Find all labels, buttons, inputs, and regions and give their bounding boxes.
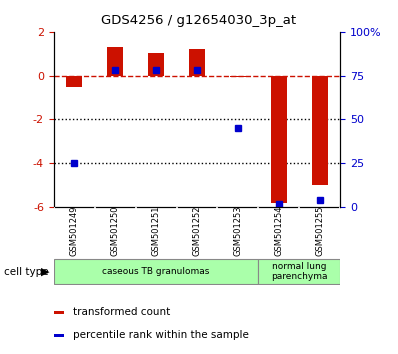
Bar bbox=[271, 76, 287, 203]
Bar bbox=[54, 310, 64, 314]
Bar bbox=[189, 50, 205, 76]
Text: percentile rank within the sample: percentile rank within the sample bbox=[73, 330, 248, 341]
Bar bbox=[66, 76, 82, 87]
Text: GSM501255: GSM501255 bbox=[315, 205, 324, 256]
FancyBboxPatch shape bbox=[54, 259, 258, 285]
Text: GSM501250: GSM501250 bbox=[111, 205, 120, 256]
Text: GSM501253: GSM501253 bbox=[234, 205, 242, 256]
Text: caseous TB granulomas: caseous TB granulomas bbox=[102, 267, 210, 276]
Text: GDS4256 / g12654030_3p_at: GDS4256 / g12654030_3p_at bbox=[101, 14, 297, 27]
Bar bbox=[230, 76, 246, 77]
Bar bbox=[312, 76, 328, 185]
Text: normal lung
parenchyma: normal lung parenchyma bbox=[271, 262, 328, 281]
Text: transformed count: transformed count bbox=[73, 307, 170, 318]
Text: cell type: cell type bbox=[4, 267, 49, 277]
Text: GSM501254: GSM501254 bbox=[274, 205, 283, 256]
Text: GSM501249: GSM501249 bbox=[70, 205, 79, 256]
Text: ▶: ▶ bbox=[41, 267, 50, 277]
Bar bbox=[107, 47, 123, 76]
Text: GSM501251: GSM501251 bbox=[152, 205, 160, 256]
Bar bbox=[54, 333, 64, 337]
FancyBboxPatch shape bbox=[258, 259, 340, 285]
Bar bbox=[148, 53, 164, 76]
Text: GSM501252: GSM501252 bbox=[193, 205, 201, 256]
